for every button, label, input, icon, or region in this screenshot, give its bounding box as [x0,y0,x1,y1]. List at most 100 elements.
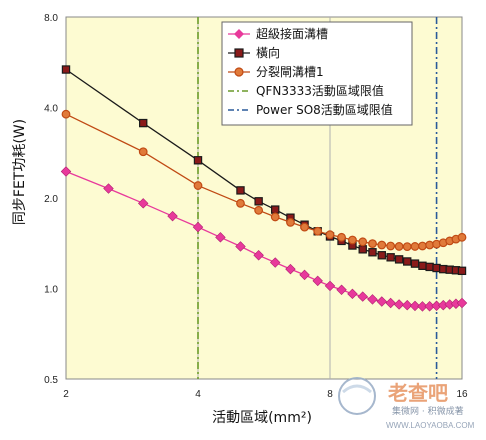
series-group [60,166,468,312]
legend-label: 超級接面溝槽 [256,26,328,41]
series-group [61,109,467,252]
data-point [253,250,264,261]
data-point [394,242,404,251]
x-tick-label: 8 [327,389,333,400]
data-point [368,248,377,257]
legend-item: 超級接面溝槽 [228,26,328,41]
data-point [61,109,71,119]
x-tick-label: 4 [195,389,201,400]
data-point [393,299,405,310]
data-point [377,251,386,260]
legend-label: 分裂閘溝槽1 [256,65,324,79]
data-point [235,241,246,252]
data-point [324,280,336,292]
data-point [313,226,323,236]
data-point [193,156,203,165]
watermark: 老查吧 集微网 · 积微成著 WWW.LAOYAOBA.COM [338,377,475,430]
data-point [376,296,388,307]
data-point [236,198,245,208]
data-point [285,263,296,275]
data-point [409,300,421,312]
legend-marker [234,48,244,58]
data-point [418,241,427,251]
data-point [193,181,203,190]
y-axis-label: 同步FET功耗(W) [12,119,28,225]
watermark-url: WWW.LAOYAOBA.COM [386,421,475,430]
data-point [394,255,404,264]
data-point [358,237,368,247]
data-point [357,291,368,302]
x-axis-label: 活動區域(mm²) [212,410,312,426]
legend-label: Power SO8活動區域限值 [256,102,393,117]
data-point [456,297,468,309]
data-point [236,186,245,195]
tick-labels: 2 4 8 16 0.5 1.0 2.0 4.0 8.0 [44,13,468,400]
data-point [254,205,264,215]
data-point [138,147,148,157]
watermark-brand: 老查吧 [388,381,448,405]
data-point [348,235,357,245]
data-point [418,261,427,270]
data-point [300,222,309,232]
data-point [410,259,420,268]
y-tick-label: 1.0 [44,285,58,296]
data-point [358,245,367,254]
data-point [60,166,72,177]
series-layer [60,65,468,312]
data-point [457,266,467,276]
data-point [425,262,434,272]
data-point [386,241,396,251]
data-point [286,217,295,227]
data-point [254,197,263,206]
data-point [61,65,71,74]
data-point [347,288,358,300]
data-point [377,240,387,250]
legend-item: 橫向 [228,45,280,60]
y-tick-label: 0.5 [44,375,58,386]
y-tick-label: 8.0 [44,13,58,24]
data-point [403,257,412,266]
data-point [410,242,420,251]
data-point [457,232,467,242]
data-point [386,253,395,262]
data-point [367,294,378,305]
legend-marker [234,67,244,77]
watermark-swoosh-icon [342,384,372,394]
legend-box [221,21,413,126]
data-point [137,198,149,209]
legend-label: QFN3333活動區域限值 [256,83,384,98]
y-tick-label: 4.0 [44,104,58,115]
reference-lines [197,17,438,379]
data-point [271,205,280,214]
data-point [103,183,114,194]
data-point [336,284,347,296]
data-point [299,269,310,281]
x-tick-label: 2 [63,389,69,400]
data-point [270,212,280,222]
data-point [269,257,281,268]
data-point [337,232,346,242]
watermark-logo-icon [338,377,376,415]
data-point [192,221,204,233]
data-point [167,210,178,222]
legend-label: 橫向 [256,45,280,60]
legend-item: Power SO8活動區域限值 [228,102,393,117]
legend-item: 分裂閘溝槽1 [228,65,324,79]
legend-item: QFN3333活動區域限值 [228,83,384,98]
data-point [385,297,396,309]
data-point [417,301,428,312]
y-tick-label: 2.0 [44,194,58,205]
data-point [368,239,377,249]
data-point [215,232,226,243]
data-point [139,118,148,128]
data-point [312,275,323,287]
watermark-tagline: 集微网 · 积微成著 [392,405,464,417]
x-tick-label: 16 [456,389,468,400]
series-group [61,65,467,276]
data-point [401,299,413,311]
data-point [402,242,412,252]
data-point [325,230,335,240]
legend-marker [234,29,244,39]
